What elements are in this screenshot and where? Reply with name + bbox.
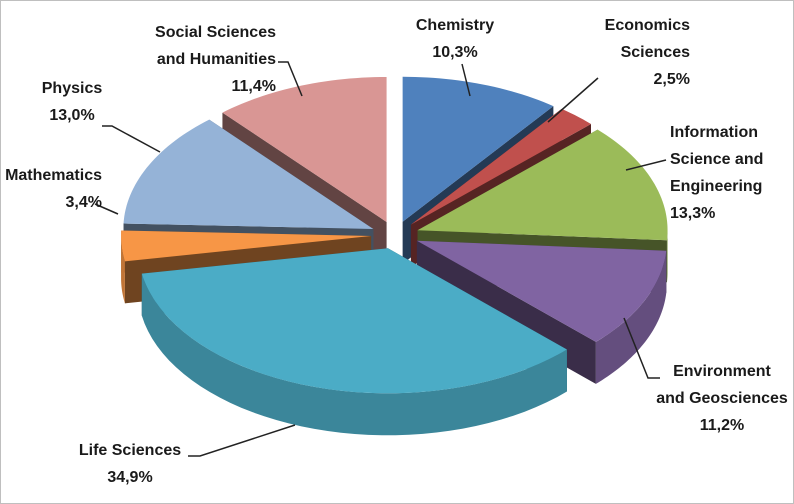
value-label: 2,5% [654, 71, 690, 88]
value-label: 13,3% [670, 205, 715, 222]
slice-wall [595, 250, 667, 384]
category-label: Chemistry [416, 17, 494, 34]
leader-line [94, 203, 119, 215]
labels: Chemistry 10,3% Economics Sciences 2,5% Infor… [5, 17, 788, 486]
slice-wall [141, 273, 567, 436]
slice-top [417, 129, 668, 241]
slice-top [416, 240, 667, 342]
leader-line [461, 63, 471, 97]
slice-top [121, 230, 372, 262]
category-label: Mathematics [5, 167, 102, 184]
leader-line [547, 77, 599, 123]
leader-line [278, 61, 303, 97]
value-label: 11,2% [700, 417, 744, 434]
value-label: 11,4% [232, 78, 276, 95]
category-label: Environment and Geosciences [656, 363, 788, 407]
slice-top [402, 76, 554, 222]
category-label: Economics Sciences [605, 17, 690, 61]
value-label: 34,9% [107, 469, 152, 486]
slice [141, 248, 567, 436]
category-label: Physics [42, 80, 103, 97]
leader-line [625, 159, 667, 171]
leader-line [623, 317, 660, 379]
leader-lines [94, 61, 667, 457]
value-label: 13,0% [49, 107, 94, 124]
category-label: Life Sciences [79, 442, 181, 459]
slice-top [123, 119, 374, 229]
slice-top [222, 76, 387, 222]
slice-wall [666, 230, 668, 283]
category-label: Social Sciences and Humanities [155, 24, 276, 68]
slice-top [410, 108, 592, 225]
slice-wall [121, 235, 125, 304]
category-label: Information Science and Engineering [670, 124, 763, 195]
leader-line [102, 125, 161, 153]
value-label: 3,4% [66, 194, 102, 211]
slice-top [141, 248, 567, 394]
value-label: 10,3% [432, 44, 477, 61]
leader-line [188, 424, 296, 457]
pie [121, 76, 668, 436]
